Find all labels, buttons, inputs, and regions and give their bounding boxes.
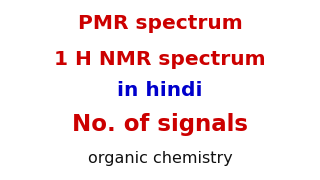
Text: in hindi: in hindi [117, 80, 203, 100]
Text: organic chemistry: organic chemistry [88, 151, 232, 166]
Text: No. of signals: No. of signals [72, 113, 248, 136]
Text: PMR spectrum: PMR spectrum [78, 14, 242, 33]
Text: 1 H NMR spectrum: 1 H NMR spectrum [54, 50, 266, 69]
